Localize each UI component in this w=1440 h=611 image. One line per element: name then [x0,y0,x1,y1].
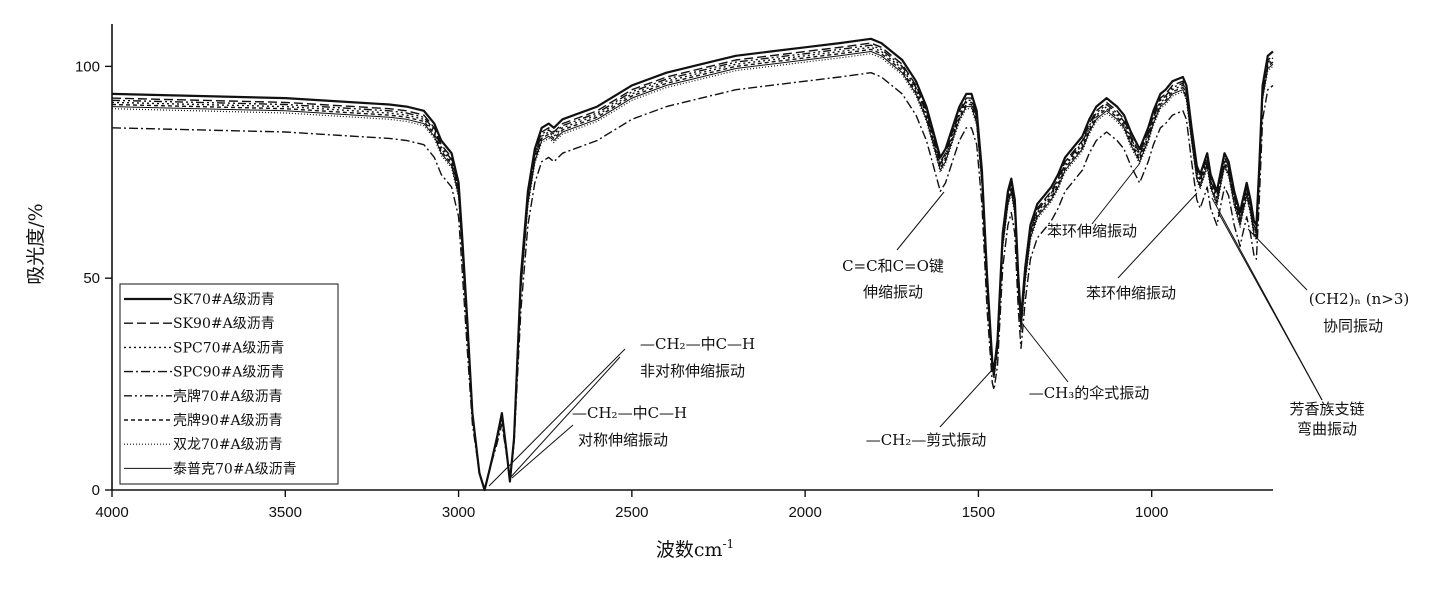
legend-entry: SPC90#A级沥青 [173,365,284,381]
annotation-text: C=C和C=O键 [842,257,944,275]
annotation-text: (CH2)ₙ (n>3) [1309,290,1410,308]
annotation-text: 伸缩振动 [863,283,923,301]
annotation-leader [1020,321,1069,383]
annotation-leader [1117,192,1198,279]
annotations: —CH₂—中C—H 非对称伸缩振动 —CH₂—中C—H 对称伸缩振动 C=C和C=O键伸… [488,162,1410,487]
x-axis-title: 波数cm-1 [656,537,734,561]
series-line-6 [111,48,1274,491]
legend-entry: SPC70#A级沥青 [173,340,284,356]
x-tick-label: 2000 [788,504,821,521]
y-axis-title: 吸光度/% [25,203,47,284]
y-tick-label: 0 [92,482,100,499]
annotation-leader [1091,162,1141,225]
annotation-text: 苯环伸缩振动 [1086,284,1176,302]
series-line-8 [111,51,1274,491]
annotation-leader [1247,228,1308,291]
annotation-text: 弯曲振动 [1297,420,1357,438]
annotation-leader [939,369,993,428]
annotation-leader [508,356,621,480]
legend-box [119,283,339,485]
annotation-leader [1211,197,1323,401]
x-tick-label: 4000 [95,504,128,521]
x-tick-label: 2500 [615,504,648,521]
annotation-text: —CH₂—中C—H [640,335,755,353]
annotation-text: —CH₃的伞式振动 [1029,384,1150,402]
x-tick-label: 1000 [1135,504,1168,521]
y-tick-label: 50 [83,270,100,287]
legend-entry: 壳牌90#A级沥青 [173,412,283,429]
annotation-leader [896,191,945,251]
legend-entry: SK90#A级沥青 [173,316,275,332]
annotation-text: 非对称伸缩振动 [640,362,745,380]
annotation-text: —CH₂—中C—H [572,404,687,422]
x-tick-label: 3500 [269,504,302,521]
legend-entry: 壳牌70#A级沥青 [173,388,283,405]
annotation-leader [511,424,574,479]
annotation-text: 协同振动 [1323,317,1383,335]
legend-entry: 泰普克70#A级沥青 [173,461,297,477]
legend-entry: 双龙70#A级沥青 [173,437,283,453]
legend-entry: SK70#A级沥青 [173,292,275,308]
annotation-text: 苯环伸缩振动 [1047,222,1137,240]
annotation-text: —CH₂—剪式振动 [866,431,987,449]
series-layer [111,37,1274,492]
x-tick-label: 3000 [442,504,475,521]
series-line-4 [111,71,1274,491]
annotation-text: 芳香族支链 [1289,400,1364,418]
annotation-leader [488,348,626,487]
x-tick-label: 1500 [962,504,995,521]
annotation-text: 对称伸缩振动 [578,431,668,449]
legend: SK70#A级沥青 SK90#A级沥青 SPC70#A级沥青 SPC90#A级沥青壳牌… [119,283,339,485]
axes: 4000 3500 3000 2500 2000 1500 1000 0 50 100 波数cm-1… [25,24,1273,561]
y-tick-label: 100 [75,58,100,75]
